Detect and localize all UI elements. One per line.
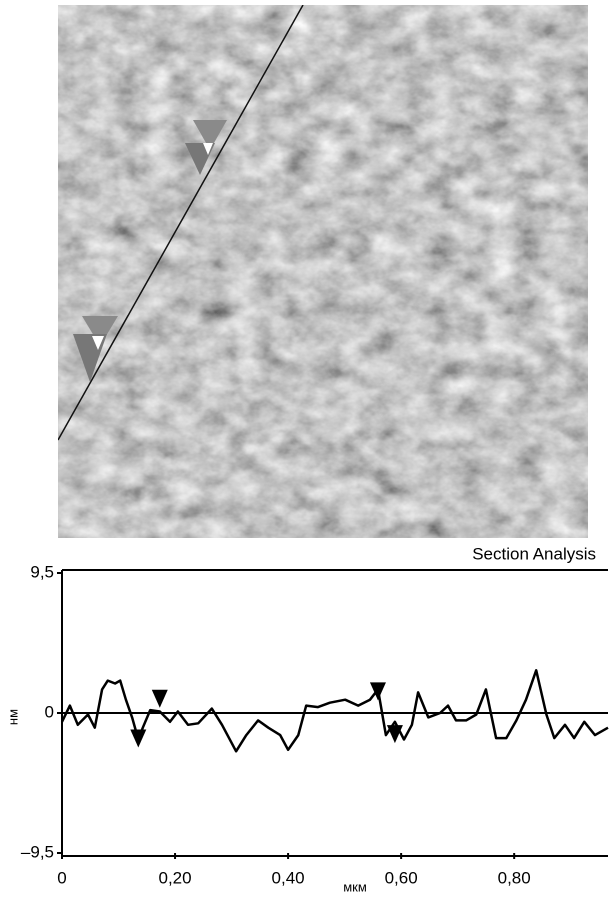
- profile-line: [60, 669, 609, 753]
- x-tick-label: 0: [57, 868, 66, 887]
- y-axis-label: нм: [5, 709, 20, 725]
- section-cursor: [130, 729, 147, 748]
- x-axis-label: мкм: [343, 879, 367, 894]
- x-tick-label: 0,40: [272, 868, 305, 887]
- section-cursor: [369, 682, 386, 701]
- section-line: [58, 5, 304, 441]
- afm-image: [58, 5, 588, 538]
- image-cursor: [82, 316, 118, 346]
- chart-title: Section Analysis: [472, 544, 596, 563]
- image-cursor: [203, 143, 213, 155]
- section-cursor: [386, 725, 403, 744]
- section-cursor: [151, 689, 168, 708]
- x-tick-label: 0,80: [498, 868, 531, 887]
- x-tick-label: 0,60: [385, 868, 418, 887]
- image-cursor: [193, 120, 227, 150]
- y-tick-label: –9,5: [21, 842, 54, 861]
- x-tick-label: 0,20: [158, 868, 191, 887]
- image-cursor: [92, 336, 104, 350]
- y-tick-label: 9,5: [30, 562, 54, 581]
- y-tick-label: 0: [45, 702, 54, 721]
